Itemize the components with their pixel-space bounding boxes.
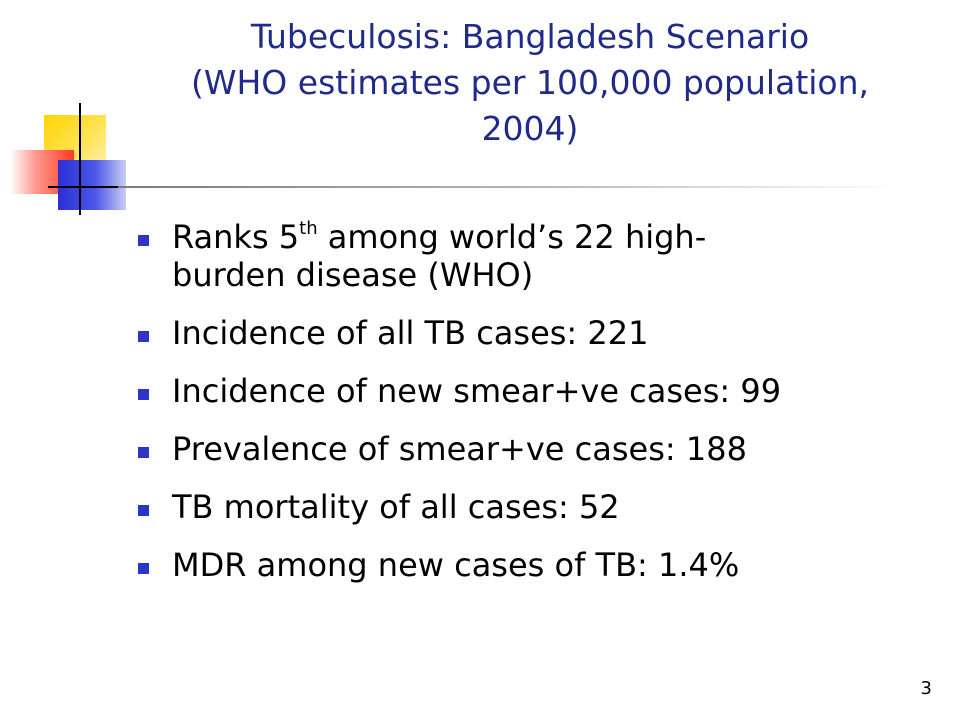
bullet-text-incidence-new: Incidence of new smear+ve cases: 99 [172, 372, 782, 410]
decorative-horizontal-line [48, 186, 118, 188]
bullet-item-mdr: MDR among new cases of TB: 1.4% [134, 546, 934, 584]
bullet-item-incidence-all: Incidence of all TB cases: 221 [134, 314, 934, 352]
bullet-square-icon [138, 235, 149, 246]
bullet-text-incidence-all: Incidence of all TB cases: 221 [172, 314, 649, 352]
title-line-3: 2004) [481, 109, 579, 148]
bullet-item-incidence-new: Incidence of new smear+ve cases: 99 [134, 372, 934, 410]
bullet-square-icon [138, 331, 149, 342]
title-line-1: Tubeculosis: Bangladesh Scenario [250, 17, 810, 56]
bullet-text-rank-line2: burden disease (WHO) [172, 256, 534, 294]
title-line-2: (WHO estimates per 100,000 population, [190, 63, 870, 102]
bullet-text-mdr: MDR among new cases of TB: 1.4% [172, 546, 740, 584]
bullet-text-mortality: TB mortality of all cases: 52 [172, 488, 620, 526]
bullet-square-icon [138, 563, 149, 574]
bullet-item-rank: Ranks 5th among world’s 22 high- burden … [134, 218, 934, 294]
bullet-text-prevalence: Prevalence of smear+ve cases: 188 [172, 430, 747, 468]
decorative-blue-square [58, 160, 126, 210]
bullet-text-rank-superscript: th [299, 218, 318, 239]
title-underline-rule [118, 186, 898, 188]
bullet-item-mortality: TB mortality of all cases: 52 [134, 488, 934, 526]
bullet-text-rank-part1: Ranks 5 [172, 218, 300, 256]
slide-title: Tubeculosis: Bangladesh Scenario (WHO es… [120, 14, 940, 152]
bullet-square-icon [138, 505, 149, 516]
page-number: 3 [920, 678, 932, 699]
decorative-vertical-line [79, 103, 81, 215]
bullet-text-rank-part2: among world’s 22 high- [317, 218, 707, 256]
bullet-list: Ranks 5th among world’s 22 high- burden … [134, 218, 934, 604]
bullet-square-icon [138, 447, 149, 458]
bullet-square-icon [138, 389, 149, 400]
bullet-item-prevalence: Prevalence of smear+ve cases: 188 [134, 430, 934, 468]
